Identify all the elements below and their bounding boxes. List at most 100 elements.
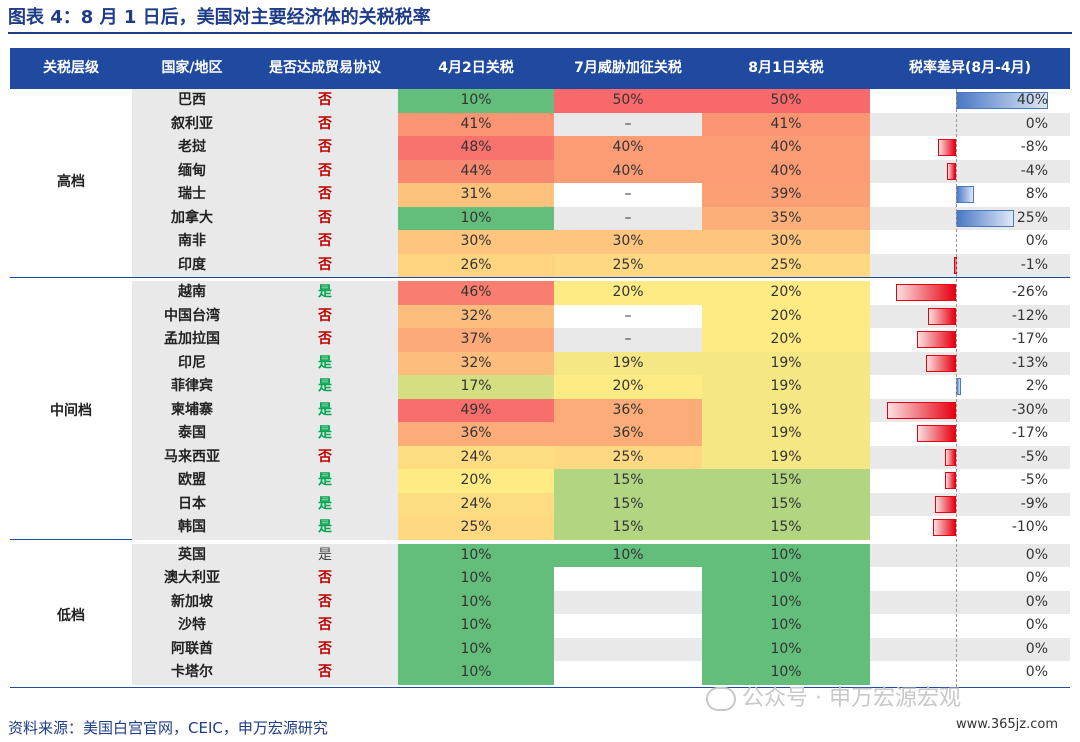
rate-diff-cell: 0% bbox=[870, 661, 1070, 685]
table-row: 英国是 10% 10% 10% 0% bbox=[10, 543, 1070, 567]
agreement-cell: 是 bbox=[252, 281, 398, 305]
table-row: 越南是 46% 20% 20% -26% bbox=[10, 281, 1070, 305]
aug-rate-cell: 10% bbox=[702, 590, 870, 614]
country-cell: 新加坡 bbox=[132, 590, 252, 614]
apr-rate-cell: 48% bbox=[398, 136, 554, 160]
agreement-cell: 否 bbox=[252, 614, 398, 638]
country-cell: 缅甸 bbox=[132, 159, 252, 183]
country-cell: 沙特 bbox=[132, 614, 252, 638]
aug-rate-cell: 20% bbox=[702, 304, 870, 328]
figure-title: 图表 4：8 月 1 日后，美国对主要经济体的关税税率 bbox=[8, 7, 431, 28]
agreement-cell: 是 bbox=[252, 422, 398, 446]
decrease-bar bbox=[928, 307, 956, 325]
rate-diff-cell: 0% bbox=[870, 543, 1070, 567]
table-row: 老挝否 48% 40% 40% -8% bbox=[10, 136, 1070, 160]
rate-diff-cell: 0% bbox=[870, 230, 1070, 254]
table-row: 澳大利亚否 10% 10% 0% bbox=[10, 567, 1070, 591]
decrease-bar bbox=[916, 331, 956, 348]
aug-rate-cell: 39% bbox=[702, 183, 870, 207]
apr-rate-cell: 20% bbox=[398, 469, 554, 493]
country-cell: 欧盟 bbox=[132, 469, 252, 493]
watermark-text: 公众号 · 申万宏源宏观 bbox=[742, 686, 961, 711]
agreement-cell: 否 bbox=[252, 206, 398, 230]
country-cell: 韩国 bbox=[132, 516, 252, 540]
country-cell: 泰国 bbox=[132, 422, 252, 446]
country-cell: 孟加拉国 bbox=[132, 328, 252, 352]
country-cell: 澳大利亚 bbox=[132, 567, 252, 591]
country-cell: 菲律宾 bbox=[132, 375, 252, 399]
rate-diff-cell: -4% bbox=[870, 159, 1070, 183]
country-cell: 加拿大 bbox=[132, 206, 252, 230]
aug-rate-cell: 20% bbox=[702, 281, 870, 305]
zero-line bbox=[956, 89, 957, 687]
table-row: 瑞士否 31% –39% 8% bbox=[10, 183, 1070, 207]
aug-rate-cell: 19% bbox=[702, 445, 870, 469]
jul-rate-cell: – bbox=[554, 304, 702, 328]
aug-rate-cell: 15% bbox=[702, 516, 870, 540]
rate-diff-cell: 0% bbox=[870, 112, 1070, 136]
rate-diff-value: 2% bbox=[1025, 378, 1048, 394]
apr-rate-cell: 36% bbox=[398, 422, 554, 446]
agreement-cell: 是 bbox=[252, 351, 398, 375]
decrease-bar bbox=[935, 495, 956, 513]
rate-diff-value: -5% bbox=[1020, 472, 1048, 488]
apr-rate-cell: 32% bbox=[398, 351, 554, 375]
jul-rate-cell bbox=[554, 614, 702, 638]
decrease-bar bbox=[916, 425, 956, 442]
rate-diff-cell: -8% bbox=[870, 136, 1070, 160]
jul-rate-cell: 36% bbox=[554, 422, 702, 446]
tier-label-low: 低档 bbox=[57, 608, 85, 624]
table-row: 叙利亚否 41% –41% 0% bbox=[10, 112, 1070, 136]
jul-rate-cell: 20% bbox=[554, 375, 702, 399]
aug-rate-cell: 19% bbox=[702, 398, 870, 422]
country-cell: 印度 bbox=[132, 253, 252, 277]
rate-diff-cell: -17% bbox=[870, 422, 1070, 446]
agreement-cell: 否 bbox=[252, 89, 398, 113]
jul-rate-cell: 40% bbox=[554, 159, 702, 183]
jul-rate-cell: – bbox=[554, 328, 702, 352]
agreement-cell: 是 bbox=[252, 375, 398, 399]
rate-diff-cell: -30% bbox=[870, 398, 1070, 422]
decrease-bar bbox=[887, 401, 956, 419]
agreement-cell: 否 bbox=[252, 637, 398, 661]
country-cell: 巴西 bbox=[132, 89, 252, 113]
rate-diff-cell: -26% bbox=[870, 281, 1070, 305]
rate-diff-cell: 0% bbox=[870, 567, 1070, 591]
rate-diff-value: 0% bbox=[1025, 640, 1048, 657]
rate-diff-value: 0% bbox=[1025, 570, 1048, 586]
table-row: 日本是 24% 15% 15% -9% bbox=[10, 492, 1070, 516]
apr-rate-cell: 32% bbox=[398, 304, 554, 328]
aug-rate-cell: 10% bbox=[702, 567, 870, 591]
apr-rate-cell: 41% bbox=[398, 112, 554, 136]
apr-rate-cell: 49% bbox=[398, 398, 554, 422]
jul-rate-cell: 50% bbox=[554, 89, 702, 113]
rate-diff-value: -26% bbox=[1011, 284, 1048, 300]
jul-rate-cell bbox=[554, 590, 702, 614]
apr-rate-cell: 17% bbox=[398, 375, 554, 399]
apr-rate-cell: 10% bbox=[398, 590, 554, 614]
country-cell: 阿联酋 bbox=[132, 637, 252, 661]
header-jul-threat: 7月威胁加征关税 bbox=[574, 60, 682, 76]
source-note: 资料来源：美国白宫官网，CEIC，申万宏源研究 bbox=[8, 719, 328, 737]
rate-diff-value: 40% bbox=[1016, 92, 1048, 108]
tier-separator bbox=[10, 277, 1070, 278]
header-rate-diff: 税率差异(8月-4月) bbox=[908, 60, 1032, 76]
jul-rate-cell: – bbox=[554, 183, 702, 207]
table-row: 阿联酋否 10% 10% 0% bbox=[10, 637, 1070, 661]
table-row: 印尼是 32% 19% 19% -13% bbox=[10, 351, 1070, 375]
rate-diff-value: 0% bbox=[1025, 593, 1048, 610]
jul-rate-cell: 20% bbox=[554, 281, 702, 305]
rate-diff-value: 25% bbox=[1016, 209, 1048, 226]
agreement-cell: 否 bbox=[252, 183, 398, 207]
agreement-cell: 是 bbox=[252, 492, 398, 516]
agreement-cell: 否 bbox=[252, 112, 398, 136]
aug-rate-cell: 10% bbox=[702, 614, 870, 638]
table-row: 孟加拉国否 37% –20% -17% bbox=[10, 328, 1070, 352]
jul-rate-cell: – bbox=[554, 112, 702, 136]
table-row: 菲律宾是 17% 20% 19% 2% bbox=[10, 375, 1070, 399]
jul-rate-cell: 19% bbox=[554, 351, 702, 375]
table-row: 新加坡否 10% 10% 0% bbox=[10, 590, 1070, 614]
apr-rate-cell: 24% bbox=[398, 492, 554, 516]
rate-diff-value: -9% bbox=[1020, 495, 1048, 512]
table-row: 沙特否 10% 10% 0% bbox=[10, 614, 1070, 638]
